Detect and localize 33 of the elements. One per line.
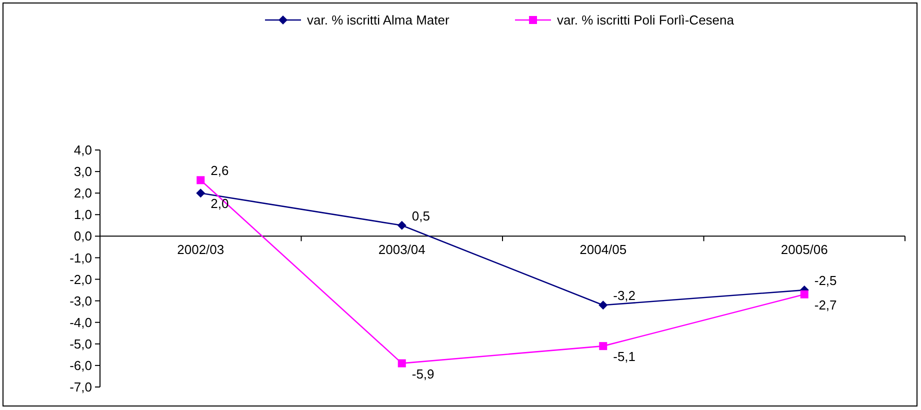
y-tick-label: 2,0 bbox=[74, 186, 92, 201]
data-label: -2,7 bbox=[814, 297, 837, 312]
data-label: -3,2 bbox=[613, 288, 636, 304]
data-label: 2,6 bbox=[210, 163, 229, 178]
y-tick-label: -2,0 bbox=[70, 272, 92, 287]
y-tick-label: -7,0 bbox=[70, 380, 92, 395]
y-tick-label: -1,0 bbox=[70, 250, 92, 266]
y-tick-label: 1,0 bbox=[74, 207, 92, 222]
point bbox=[800, 290, 808, 298]
x-tick-label: 2002/03 bbox=[177, 242, 224, 258]
y-tick-label: 0,0 bbox=[74, 228, 92, 244]
x-tick-label: 2003/04 bbox=[378, 242, 426, 258]
data-label: -5,9 bbox=[412, 366, 434, 382]
point bbox=[196, 188, 206, 198]
y-tick-label: 3,0 bbox=[74, 164, 92, 180]
data-label: -5,1 bbox=[613, 349, 636, 364]
point bbox=[398, 359, 406, 368]
y-tick-label: -4,0 bbox=[70, 314, 92, 330]
y-tick-label: -6,0 bbox=[70, 358, 92, 374]
x-tick-label: 2005/06 bbox=[780, 242, 828, 258]
data-label: 0,5 bbox=[412, 208, 430, 224]
legend-label: var. % iscritti Poli Forlì-Cesena bbox=[557, 12, 735, 28]
point bbox=[397, 220, 406, 230]
y-tick-label: -5,0 bbox=[70, 336, 92, 352]
y-tick-label: -3,0 bbox=[70, 293, 92, 308]
legend-label: var. % iscritti Alma Mater bbox=[307, 12, 450, 28]
data-label: -2,5 bbox=[814, 273, 837, 288]
point bbox=[599, 342, 608, 350]
point bbox=[598, 300, 608, 310]
y-tick-label: 4,0 bbox=[74, 142, 92, 158]
point bbox=[196, 176, 205, 184]
data-label: 2,0 bbox=[210, 196, 229, 212]
x-tick-label: 2004/05 bbox=[580, 242, 627, 258]
